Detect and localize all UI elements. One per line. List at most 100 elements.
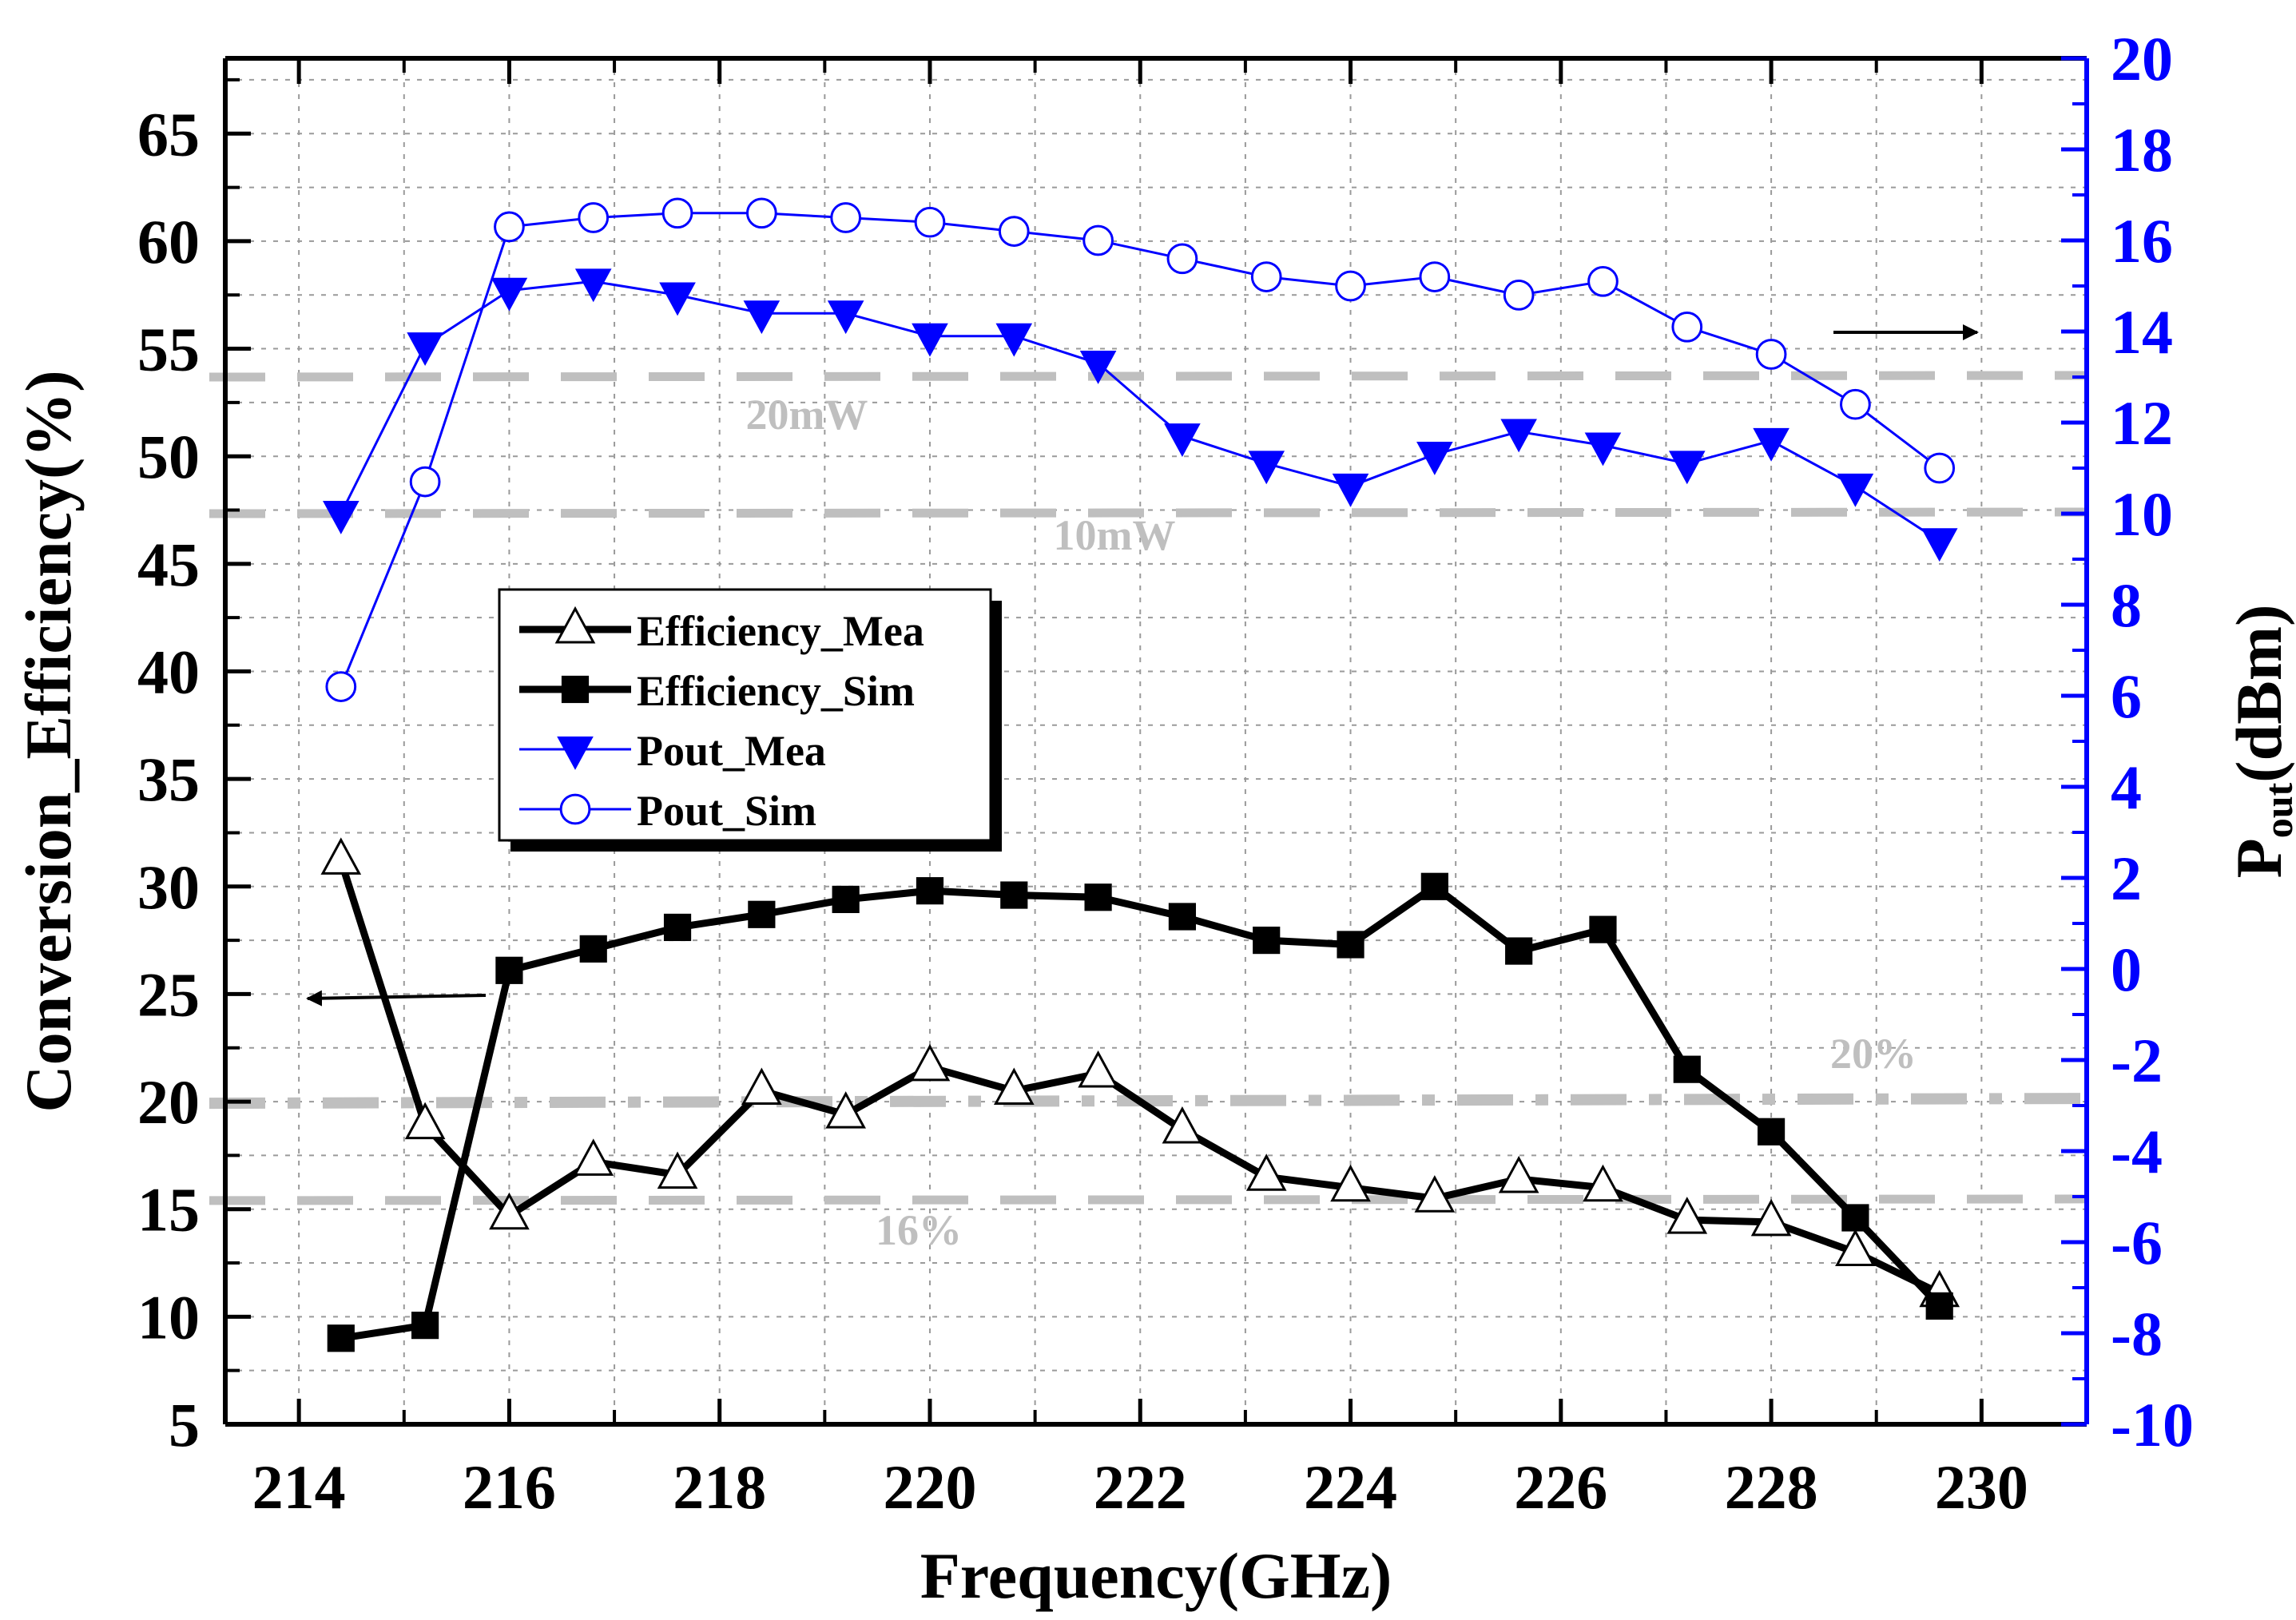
right-y-tick-label: -2: [2111, 1026, 2163, 1095]
right-y-tick-label: 20: [2111, 24, 2173, 93]
marker-triangle-down: [743, 300, 781, 335]
marker-square: [579, 935, 607, 963]
marker-square: [748, 900, 776, 928]
left-y-tick-label: 60: [137, 207, 200, 276]
marker-triangle-up: [657, 1151, 698, 1189]
legend-entry: Efficiency_Mea: [519, 606, 924, 655]
marker-triangle-up: [1078, 1050, 1118, 1088]
marker-square: [1589, 915, 1617, 943]
marker-triangle-down: [1079, 350, 1117, 384]
marker-circle: [1335, 270, 1366, 302]
marker-circle: [745, 197, 777, 229]
series: [320, 197, 1960, 1352]
legend-entry: Pout_Sim: [519, 787, 816, 835]
reference-line-label: 16%: [876, 1206, 962, 1254]
x-tick-label: 222: [1094, 1452, 1187, 1522]
marker-triangle-down: [1332, 473, 1369, 507]
marker-triangle-up: [1498, 1155, 1539, 1193]
marker-square: [663, 913, 692, 942]
legend-label: Pout_Sim: [637, 787, 816, 835]
left-axis-arrow: [306, 990, 487, 1007]
marker-triangle-down: [1753, 427, 1790, 462]
marker-square: [1841, 1204, 1869, 1232]
marker-triangle-up: [489, 1192, 530, 1230]
right-y-tick-label: 6: [2111, 661, 2142, 731]
right-y-tick-label: -4: [2111, 1117, 2163, 1186]
marker-square: [1337, 931, 1364, 959]
left-y-tick-label: 45: [137, 530, 200, 599]
right-y-tick-label: 18: [2111, 115, 2173, 185]
marker-triangle-up: [741, 1067, 782, 1106]
right-y-tick-label: 12: [2111, 388, 2173, 458]
marker-triangle-down: [912, 323, 948, 357]
marker-triangle-up: [1835, 1229, 1876, 1267]
series-Efficiency_Sim: [327, 872, 1953, 1352]
reference-lines: 20mW 10mW 20% 16%: [209, 371, 2087, 1254]
marker-triangle-down: [1837, 473, 1874, 507]
right-y-tick-label: -6: [2111, 1208, 2163, 1277]
reference-line-label: 10mW: [1054, 511, 1176, 559]
marker-square: [832, 885, 860, 914]
marker-triangle-down: [574, 268, 612, 303]
marker-square: [327, 1324, 355, 1352]
left-y-tick-label: 50: [137, 422, 200, 491]
series-Pout_Mea: [323, 268, 1958, 562]
marker-triangle-up: [909, 1043, 951, 1082]
marker-square: [1000, 881, 1028, 909]
left-y-tick-label: 15: [137, 1175, 200, 1245]
marker-triangle-up: [1245, 1153, 1287, 1191]
right-y-axis-title: Pout(dBm): [2223, 605, 2296, 879]
marker-circle: [409, 466, 441, 498]
marker-circle: [914, 206, 946, 238]
marker-square: [1757, 1118, 1786, 1146]
right-y-tick-label: 16: [2111, 206, 2173, 276]
marker-circle: [1924, 452, 1956, 484]
marker-square: [495, 956, 523, 984]
reference-line: [209, 1194, 2087, 1205]
marker-triangle-down: [491, 277, 528, 312]
marker-square: [1505, 937, 1533, 965]
marker-circle: [998, 216, 1030, 247]
marker-square: [1925, 1292, 1953, 1320]
marker-circle: [661, 197, 693, 229]
left-y-tick-label: 30: [137, 852, 200, 922]
marker-circle: [1587, 265, 1619, 297]
marker-triangle-up: [1414, 1175, 1456, 1213]
marker-square: [1168, 903, 1197, 931]
legend: Efficiency_Mea Efficiency_Sim Pout_Mea Pout…: [498, 588, 1002, 852]
series-line-Pout_Mea: [340, 280, 1940, 542]
right-y-axis-title-unit: (dBm): [2223, 605, 2295, 783]
marker-square: [561, 675, 590, 704]
right-y-tick-label: -10: [2111, 1390, 2194, 1459]
marker-triangle-up: [825, 1091, 866, 1129]
x-tick-label: 214: [252, 1452, 346, 1522]
marker-circle: [494, 211, 525, 243]
marker-triangle-up: [320, 837, 362, 875]
marker-triangle-down: [323, 501, 359, 534]
right-y-tick-label: -8: [2111, 1299, 2163, 1368]
marker-triangle-down: [1668, 451, 1706, 485]
x-tick-label: 216: [463, 1452, 556, 1522]
x-tick-label: 230: [1935, 1452, 2028, 1522]
marker-circle: [1840, 388, 1871, 420]
marker-circle: [830, 202, 862, 233]
x-tick-label: 228: [1725, 1452, 1818, 1522]
right-y-tick-label: 0: [2111, 935, 2142, 1004]
marker-triangle-up: [573, 1138, 614, 1176]
marker-triangle-down: [1248, 451, 1285, 485]
left-y-tick-label: 5: [169, 1390, 200, 1459]
marker-circle: [325, 671, 357, 702]
marker-circle: [1082, 224, 1114, 256]
marker-triangle-down: [1164, 423, 1201, 458]
marker-triangle-up: [1750, 1198, 1792, 1237]
marker-triangle-down: [659, 282, 696, 316]
right-y-axis-title-main: P: [2223, 838, 2295, 878]
right-y-tick-label: 2: [2111, 844, 2142, 913]
marker-triangle-up: [1162, 1106, 1203, 1144]
axis-labels: Frequency(GHz) Conversion_Efficiency(%) Po…: [12, 324, 2296, 1612]
x-tick-label: 226: [1514, 1452, 1607, 1522]
marker-triangle-up: [554, 606, 596, 644]
left-y-axis-title: Conversion_Efficiency(%): [12, 370, 85, 1112]
